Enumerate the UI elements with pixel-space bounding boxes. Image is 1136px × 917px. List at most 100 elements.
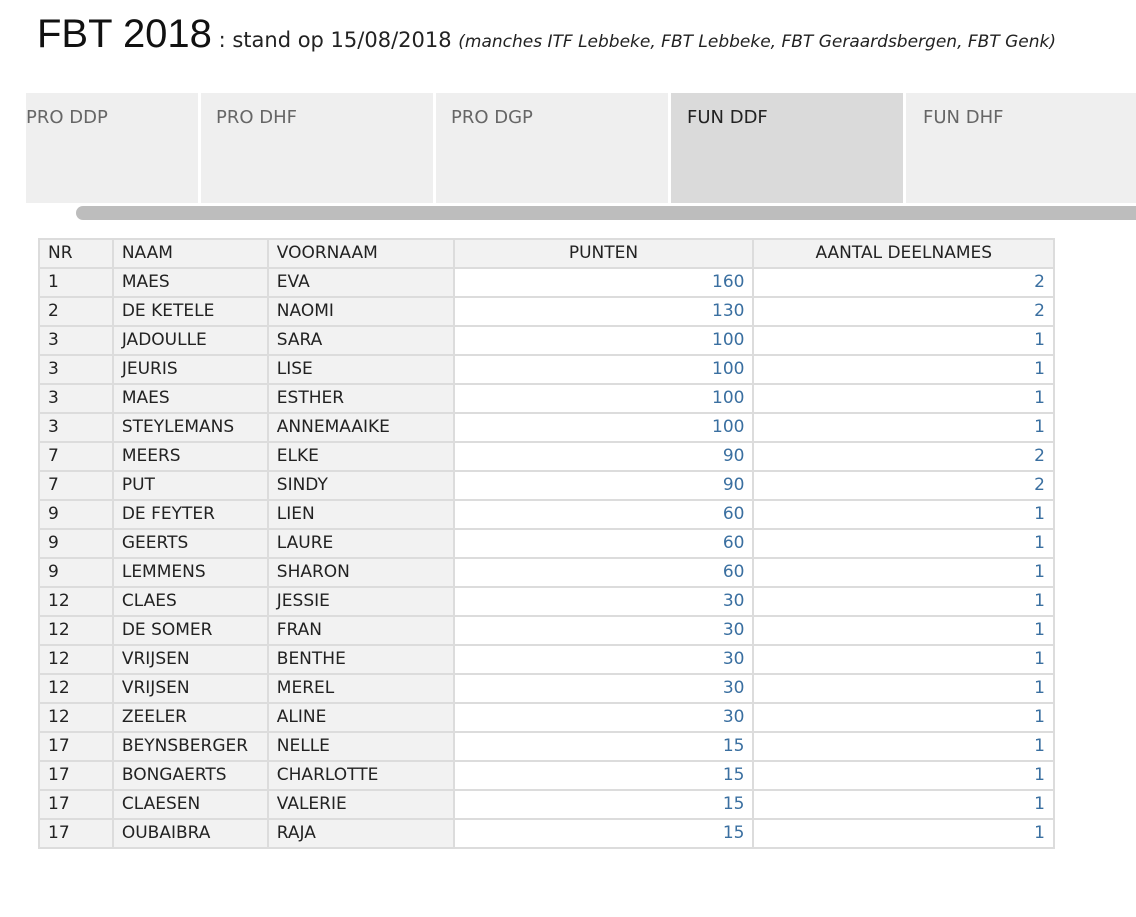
tab-label: FUN DHF: [923, 107, 1004, 128]
cell-punten: 30: [452, 702, 755, 733]
table-row: 12 ZEELER ALINE 30 1: [38, 702, 1055, 733]
cell-nr: 2: [38, 296, 114, 327]
tab-fun-ddf[interactable]: FUN DDF: [671, 93, 906, 203]
table-row: 9 DE FEYTER LIEN 60 1: [38, 499, 1055, 530]
cell-naam: DE FEYTER: [111, 499, 269, 530]
cell-punten: 30: [452, 586, 755, 617]
cell-deelnames: 1: [752, 557, 1055, 588]
tab-fun-dhf[interactable]: FUN DHF: [906, 93, 1136, 203]
tab-pro-ddp[interactable]: PRO DDP: [26, 93, 201, 203]
cell-deelnames: 1: [752, 731, 1055, 762]
cell-deelnames: 1: [752, 354, 1055, 385]
cell-voornaam: BENTHE: [266, 644, 455, 675]
cell-naam: VRIJSEN: [111, 644, 269, 675]
cell-nr: 3: [38, 412, 114, 443]
cell-nr: 7: [38, 470, 114, 501]
page-title: FBT 2018: [37, 12, 212, 56]
cell-naam: STEYLEMANS: [111, 412, 269, 443]
cell-naam: VRIJSEN: [111, 673, 269, 704]
cell-deelnames: 1: [752, 673, 1055, 704]
table-row: 7 MEERS ELKE 90 2: [38, 441, 1055, 472]
cell-punten: 100: [452, 383, 755, 414]
cell-deelnames: 1: [752, 383, 1055, 414]
cell-voornaam: NELLE: [266, 731, 455, 762]
cell-punten: 15: [452, 731, 755, 762]
cell-voornaam: ALINE: [266, 702, 455, 733]
cell-voornaam: FRAN: [266, 615, 455, 646]
cell-punten: 130: [452, 296, 755, 327]
cell-nr: 17: [38, 789, 114, 820]
cell-deelnames: 1: [752, 615, 1055, 646]
cell-voornaam: VALERIE: [266, 789, 455, 820]
cell-punten: 15: [452, 760, 755, 791]
cell-naam: BONGAERTS: [111, 760, 269, 791]
header-nr: NR: [38, 238, 114, 269]
cell-naam: MAES: [111, 267, 269, 298]
cell-naam: JEURIS: [111, 354, 269, 385]
cell-naam: CLAESEN: [111, 789, 269, 820]
cell-punten: 90: [452, 470, 755, 501]
cell-punten: 60: [452, 528, 755, 559]
cell-nr: 9: [38, 528, 114, 559]
table-row: 17 BONGAERTS CHARLOTTE 15 1: [38, 760, 1055, 791]
cell-nr: 12: [38, 673, 114, 704]
cell-nr: 12: [38, 586, 114, 617]
cell-deelnames: 1: [752, 789, 1055, 820]
cell-nr: 9: [38, 499, 114, 530]
cell-naam: GEERTS: [111, 528, 269, 559]
cell-deelnames: 2: [752, 296, 1055, 327]
table-row: 3 STEYLEMANS ANNEMAAIKE 100 1: [38, 412, 1055, 443]
standings-table: NR NAAM VOORNAAM PUNTEN AANTAL DEELNAMES…: [38, 238, 1055, 849]
cell-nr: 17: [38, 731, 114, 762]
table-row: 3 JADOULLE SARA 100 1: [38, 325, 1055, 356]
cell-naam: ZEELER: [111, 702, 269, 733]
cell-punten: 90: [452, 441, 755, 472]
cell-naam: JADOULLE: [111, 325, 269, 356]
cell-deelnames: 1: [752, 325, 1055, 356]
table-row: 12 DE SOMER FRAN 30 1: [38, 615, 1055, 646]
cell-deelnames: 1: [752, 528, 1055, 559]
table-row: 12 CLAES JESSIE 30 1: [38, 586, 1055, 617]
cell-punten: 160: [452, 267, 755, 298]
cell-naam: DE SOMER: [111, 615, 269, 646]
table-header-row: NR NAAM VOORNAAM PUNTEN AANTAL DEELNAMES: [38, 238, 1055, 269]
cell-voornaam: NAOMI: [266, 296, 455, 327]
table-row: 7 PUT SINDY 90 2: [38, 470, 1055, 501]
tab-label: PRO DGP: [451, 107, 533, 128]
table-row: 2 DE KETELE NAOMI 130 2: [38, 296, 1055, 327]
cell-naam: MAES: [111, 383, 269, 414]
cell-nr: 7: [38, 441, 114, 472]
cell-voornaam: SHARON: [266, 557, 455, 588]
cell-deelnames: 1: [752, 702, 1055, 733]
cell-voornaam: JESSIE: [266, 586, 455, 617]
tab-label: PRO DHF: [216, 107, 297, 128]
table-row: 3 MAES ESTHER 100 1: [38, 383, 1055, 414]
tab-pro-dgp[interactable]: PRO DGP: [436, 93, 671, 203]
cell-voornaam: RAJA: [266, 818, 455, 849]
cell-nr: 12: [38, 644, 114, 675]
cell-punten: 60: [452, 499, 755, 530]
cell-nr: 1: [38, 267, 114, 298]
cell-voornaam: SINDY: [266, 470, 455, 501]
table-row: 17 CLAESEN VALERIE 15 1: [38, 789, 1055, 820]
cell-naam: CLAES: [111, 586, 269, 617]
cell-deelnames: 2: [752, 267, 1055, 298]
cell-nr: 3: [38, 383, 114, 414]
cell-voornaam: LIEN: [266, 499, 455, 530]
tab-pro-dhf[interactable]: PRO DHF: [201, 93, 436, 203]
cell-naam: OUBAIBRA: [111, 818, 269, 849]
cell-naam: LEMMENS: [111, 557, 269, 588]
table-row: 9 GEERTS LAURE 60 1: [38, 528, 1055, 559]
category-tabs: PRO DDP PRO DHF PRO DGP FUN DDF FUN DHF: [26, 93, 1136, 203]
cell-voornaam: SARA: [266, 325, 455, 356]
cell-punten: 30: [452, 644, 755, 675]
header-punten: PUNTEN: [452, 238, 755, 269]
cell-naam: DE KETELE: [111, 296, 269, 327]
cell-deelnames: 1: [752, 499, 1055, 530]
horizontal-scrollbar[interactable]: [76, 206, 1136, 220]
cell-deelnames: 1: [752, 412, 1055, 443]
cell-naam: MEERS: [111, 441, 269, 472]
cell-deelnames: 2: [752, 470, 1055, 501]
table-row: 17 OUBAIBRA RAJA 15 1: [38, 818, 1055, 849]
cell-punten: 15: [452, 818, 755, 849]
